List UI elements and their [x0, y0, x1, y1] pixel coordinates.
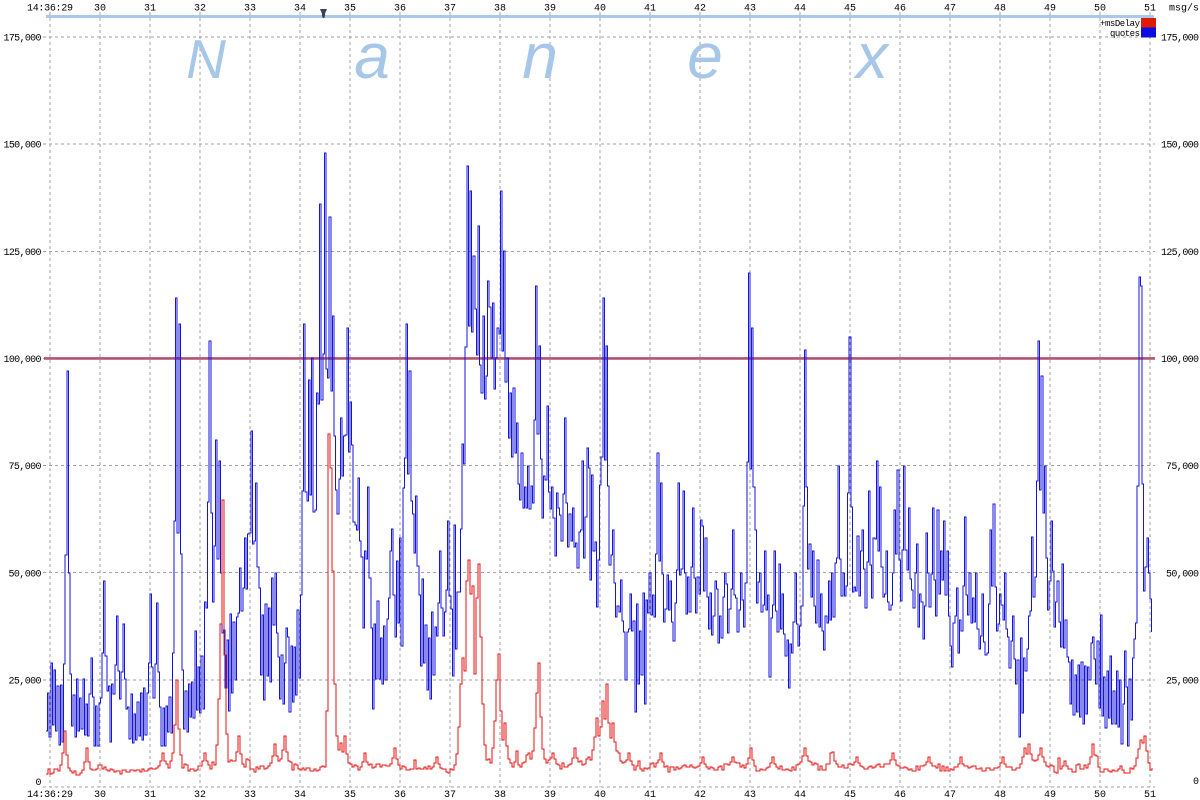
svg-text:37: 37	[444, 4, 456, 15]
svg-text:14:36:29: 14:36:29	[27, 790, 73, 800]
svg-text:50,000: 50,000	[9, 569, 42, 580]
svg-text:32: 32	[194, 790, 206, 800]
svg-text:37: 37	[444, 790, 456, 800]
svg-text:34: 34	[294, 790, 306, 800]
svg-text:49: 49	[1044, 4, 1056, 15]
svg-text:40: 40	[594, 4, 606, 15]
svg-text:75,000: 75,000	[9, 462, 42, 473]
svg-text:49: 49	[1044, 790, 1056, 800]
svg-text:30: 30	[94, 4, 106, 15]
svg-text:51: 51	[1144, 790, 1156, 800]
svg-text:47: 47	[944, 4, 956, 15]
svg-text:50: 50	[1094, 790, 1106, 800]
svg-text:44: 44	[794, 790, 806, 800]
svg-text:e: e	[687, 20, 723, 92]
svg-text:n: n	[522, 20, 558, 92]
svg-text:40: 40	[594, 790, 606, 800]
svg-text:42: 42	[694, 4, 706, 15]
svg-text:14:36:29: 14:36:29	[27, 4, 73, 15]
svg-text:46: 46	[894, 4, 906, 15]
svg-text:43: 43	[744, 4, 756, 15]
svg-text:+msDelay: +msDelay	[1100, 19, 1141, 29]
svg-text:42: 42	[694, 790, 706, 800]
svg-text:33: 33	[244, 790, 256, 800]
svg-text:41: 41	[644, 4, 656, 15]
svg-text:150,000: 150,000	[4, 141, 42, 152]
svg-text:35: 35	[344, 790, 356, 800]
svg-text:100,000: 100,000	[4, 355, 42, 366]
svg-text:38: 38	[494, 790, 506, 800]
svg-text:39: 39	[544, 790, 556, 800]
svg-text:45: 45	[844, 4, 856, 15]
svg-text:43: 43	[744, 790, 756, 800]
svg-text:x: x	[853, 20, 890, 92]
svg-text:150,000: 150,000	[1161, 141, 1199, 152]
svg-text:31: 31	[144, 4, 156, 15]
svg-text:32: 32	[194, 4, 206, 15]
svg-text:38: 38	[494, 4, 506, 15]
svg-text:75,000: 75,000	[1166, 462, 1199, 473]
svg-text:48: 48	[994, 4, 1006, 15]
svg-text:quotes: quotes	[1110, 29, 1140, 39]
svg-text:a: a	[354, 20, 390, 92]
svg-text:msg/s: msg/s	[1169, 3, 1199, 15]
svg-text:44: 44	[794, 4, 806, 15]
svg-text:50,000: 50,000	[1166, 569, 1199, 580]
svg-text:47: 47	[944, 790, 956, 800]
svg-text:125,000: 125,000	[4, 248, 42, 259]
svg-text:0: 0	[35, 778, 41, 789]
svg-text:175,000: 175,000	[4, 34, 42, 45]
svg-text:0: 0	[1193, 777, 1199, 788]
svg-text:51: 51	[1144, 4, 1156, 15]
svg-text:50: 50	[1094, 4, 1106, 15]
svg-text:25,000: 25,000	[9, 677, 42, 688]
svg-text:41: 41	[644, 790, 656, 800]
svg-text:45: 45	[844, 790, 856, 800]
svg-text:34: 34	[294, 4, 306, 15]
svg-text:46: 46	[894, 790, 906, 800]
svg-text:30: 30	[94, 790, 106, 800]
svg-text:125,000: 125,000	[1161, 248, 1199, 259]
svg-text:35: 35	[344, 4, 356, 15]
svg-text:39: 39	[544, 4, 556, 15]
svg-text:N: N	[186, 28, 226, 90]
svg-text:36: 36	[394, 4, 406, 15]
svg-text:25,000: 25,000	[1166, 677, 1199, 688]
svg-text:31: 31	[144, 790, 156, 800]
svg-text:175,000: 175,000	[1161, 34, 1199, 45]
svg-text:33: 33	[244, 4, 256, 15]
svg-text:48: 48	[994, 790, 1006, 800]
svg-text:36: 36	[394, 790, 406, 800]
svg-text:100,000: 100,000	[1161, 355, 1199, 366]
